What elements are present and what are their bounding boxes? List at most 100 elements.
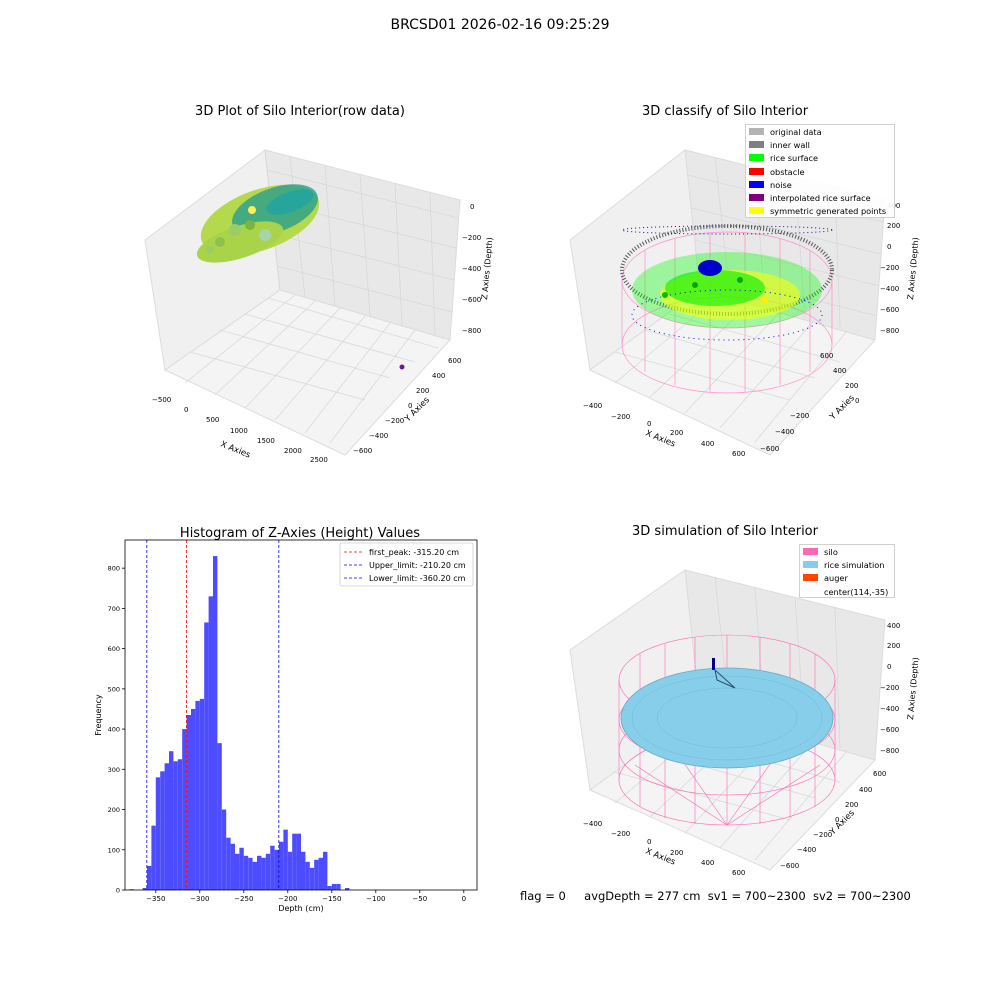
y-tick: −200 bbox=[790, 412, 809, 420]
y-axis-label: Frequency bbox=[94, 694, 103, 736]
y-tick-label: 0 bbox=[116, 887, 120, 895]
z-tick: 200 bbox=[887, 642, 900, 650]
status-line: flag = 0 avgDepth = 277 cm sv1 = 700~230… bbox=[520, 889, 911, 903]
x-tick: 200 bbox=[670, 429, 683, 437]
avg-depth-value: avgDepth = 277 cm bbox=[584, 889, 701, 903]
x-tick: 400 bbox=[701, 859, 714, 867]
histogram-bar bbox=[331, 883, 337, 890]
legend-swatch bbox=[749, 141, 764, 149]
y-tick: 600 bbox=[873, 770, 886, 778]
histogram-bar bbox=[221, 809, 227, 890]
raw-data-3d-plot: −500 0 500 1000 1500 2000 2500 X Axies 6… bbox=[144, 149, 494, 464]
z-tick-labels: 400 200 0 −200 −400 −600 −800 bbox=[880, 622, 900, 755]
histogram-bar bbox=[296, 833, 301, 890]
y-axis-label: Y Axies bbox=[827, 393, 857, 423]
histogram-bar bbox=[147, 865, 152, 890]
histogram-bar bbox=[217, 743, 222, 890]
y-tick: 400 bbox=[432, 372, 445, 380]
histogram-title: Histogram of Z-Axies (Height) Values bbox=[180, 526, 420, 541]
histogram-bar bbox=[243, 855, 249, 890]
x-tick: 2000 bbox=[284, 447, 302, 455]
legend-swatch bbox=[749, 180, 764, 188]
simulation-legend: silo rice simulation auger center(114,-3… bbox=[799, 544, 895, 598]
legend-label: first_peak: -315.20 cm bbox=[369, 548, 459, 557]
x-tick: −200 bbox=[611, 413, 630, 421]
x-axis-label: X Axies bbox=[219, 440, 252, 461]
x-tick: 200 bbox=[670, 849, 683, 857]
sv1-value: sv1 = 700~2300 bbox=[707, 889, 806, 903]
raw-point-cloud bbox=[196, 184, 405, 370]
z-tick: −200 bbox=[462, 234, 481, 242]
histogram-bar bbox=[327, 885, 332, 890]
threshold-lines bbox=[146, 540, 280, 890]
x-tick: 1500 bbox=[257, 437, 275, 445]
legend-swatch bbox=[749, 194, 764, 202]
legend-entry: rice simulation bbox=[803, 559, 894, 572]
histogram-bar bbox=[213, 556, 218, 890]
histogram-bar bbox=[345, 887, 350, 890]
y-tick-label: 400 bbox=[108, 726, 120, 734]
z-tick: 400 bbox=[887, 622, 900, 630]
x-tick-label: −100 bbox=[366, 895, 385, 903]
panel-tl-title: 3D Plot of Silo Interior(row data) bbox=[195, 104, 405, 119]
histogram-bar bbox=[173, 761, 178, 890]
legend-swatch bbox=[749, 154, 764, 162]
x-tick: 2500 bbox=[310, 456, 328, 464]
x-tick: 0 bbox=[647, 838, 651, 846]
histogram-bar bbox=[208, 596, 213, 890]
z-tick: 0 bbox=[887, 243, 891, 251]
x-tick: −500 bbox=[152, 396, 171, 404]
histogram-bar bbox=[199, 698, 205, 890]
legend-entry: original data bbox=[749, 126, 894, 139]
x-tick-labels: −400 −200 0 200 400 600 bbox=[583, 402, 745, 458]
histogram-bar bbox=[279, 841, 284, 890]
y-tick: −200 bbox=[813, 831, 832, 839]
y-tick-label: 200 bbox=[108, 806, 120, 814]
x-ticks: −350 −300 −250 −200 −150 −100 −50 0 bbox=[146, 890, 466, 903]
x-tick: 600 bbox=[732, 869, 745, 877]
z-tick: −800 bbox=[880, 747, 899, 755]
x-tick-label: −200 bbox=[278, 895, 297, 903]
y-tick: −600 bbox=[353, 447, 372, 455]
auger bbox=[712, 658, 736, 689]
x-tick: −400 bbox=[583, 402, 602, 410]
y-tick: 200 bbox=[845, 382, 858, 390]
histogram-bar bbox=[164, 763, 169, 890]
x-tick: 0 bbox=[647, 420, 651, 428]
x-tick: 1000 bbox=[230, 427, 248, 435]
y-tick: 0 bbox=[408, 402, 412, 410]
z-tick: −400 bbox=[880, 705, 899, 713]
legend-swatch bbox=[803, 548, 818, 555]
z-tick-labels: 0 −200 −400 −600 −800 bbox=[462, 203, 481, 335]
y-tick: −400 bbox=[797, 846, 816, 854]
x-tick: 0 bbox=[184, 406, 188, 414]
z-tick: −800 bbox=[462, 327, 481, 335]
x-tick: −200 bbox=[611, 830, 630, 838]
sv2-value: sv2 = 700~2300 bbox=[812, 889, 911, 903]
histogram-bar bbox=[195, 700, 200, 890]
classify-3d-plot: −400 −200 0 200 400 600 X Axies 600 400 … bbox=[569, 149, 920, 458]
x-tick-label: −300 bbox=[190, 895, 209, 903]
y-tick: 0 bbox=[835, 816, 839, 824]
figure-title: BRCSD01 2026-02-16 09:25:29 bbox=[390, 17, 610, 33]
z-tick: 0 bbox=[887, 663, 891, 671]
histogram-bar bbox=[257, 855, 262, 890]
y-tick: 400 bbox=[833, 367, 846, 375]
classified-points bbox=[620, 224, 834, 341]
z-tick: −800 bbox=[880, 327, 899, 335]
y-tick: −200 bbox=[385, 417, 404, 425]
panel-br-title: 3D simulation of Silo Interior bbox=[632, 524, 818, 539]
histogram-bar bbox=[235, 853, 240, 890]
y-tick-labels: 600 400 200 0 −200 −400 −600 bbox=[780, 770, 886, 870]
x-tick-labels: −400 −200 0 200 400 600 bbox=[583, 820, 745, 877]
z-axis-label: Z Axies (Depth) bbox=[480, 237, 494, 300]
histogram-bar bbox=[261, 857, 266, 890]
y-tick: −400 bbox=[369, 432, 388, 440]
panel-tr-title: 3D classify of Silo Interior bbox=[641, 104, 809, 119]
histogram-bar bbox=[155, 777, 161, 890]
x-tick-label: 0 bbox=[462, 895, 466, 903]
y-tick: −600 bbox=[760, 445, 779, 453]
histogram-bar bbox=[239, 847, 244, 890]
legend-entry: center(114,-35) bbox=[803, 586, 894, 599]
z-tick: −600 bbox=[462, 296, 481, 304]
